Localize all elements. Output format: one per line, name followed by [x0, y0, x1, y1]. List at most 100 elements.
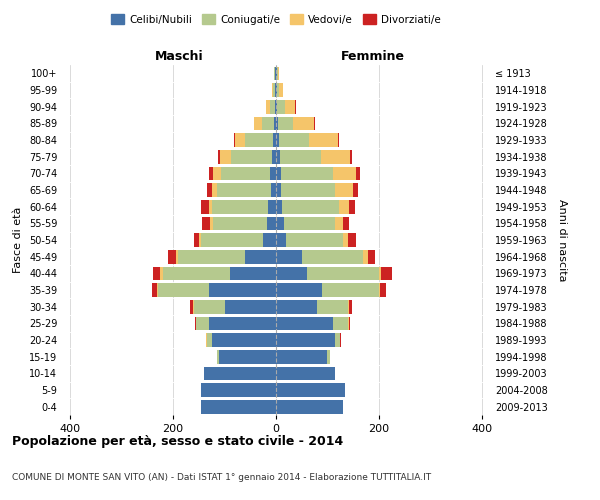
Bar — [276, 366, 335, 380]
Bar — [212, 200, 268, 213]
Bar — [152, 283, 157, 297]
Bar — [266, 100, 270, 114]
Bar — [276, 216, 284, 230]
Bar — [281, 183, 335, 197]
Bar — [202, 383, 276, 397]
Bar — [217, 350, 220, 364]
Bar — [276, 116, 278, 130]
Bar — [206, 333, 212, 347]
Bar — [286, 233, 343, 247]
Bar — [349, 200, 355, 213]
Bar — [276, 166, 281, 180]
Bar — [314, 116, 315, 130]
Bar — [276, 300, 317, 314]
Bar — [274, 66, 275, 80]
Bar — [196, 316, 209, 330]
Bar — [274, 83, 275, 97]
Bar — [350, 150, 352, 164]
Bar — [212, 183, 217, 197]
Bar — [263, 233, 276, 247]
Bar — [302, 250, 364, 264]
Bar — [276, 100, 277, 114]
Bar — [281, 166, 332, 180]
Bar — [262, 116, 274, 130]
Bar — [272, 83, 274, 97]
Text: Popolazione per età, sesso e stato civile - 2014: Popolazione per età, sesso e stato civil… — [12, 435, 343, 448]
Bar — [218, 150, 220, 164]
Bar — [364, 250, 368, 264]
Bar — [348, 300, 349, 314]
Bar — [199, 233, 202, 247]
Bar — [380, 283, 386, 297]
Bar — [270, 100, 275, 114]
Bar — [272, 150, 276, 164]
Bar — [274, 133, 276, 147]
Bar — [195, 316, 196, 330]
Bar — [282, 200, 339, 213]
Y-axis label: Fasce di età: Fasce di età — [13, 207, 23, 273]
Bar — [212, 333, 276, 347]
Bar — [322, 283, 379, 297]
Text: Maschi: Maschi — [154, 50, 203, 62]
Bar — [220, 350, 276, 364]
Bar — [231, 150, 272, 164]
Bar — [209, 283, 276, 297]
Bar — [276, 316, 332, 330]
Bar — [348, 233, 356, 247]
Bar — [193, 300, 194, 314]
Y-axis label: Anni di nascita: Anni di nascita — [557, 198, 567, 281]
Bar — [234, 133, 235, 147]
Bar — [202, 216, 210, 230]
Bar — [339, 200, 349, 213]
Bar — [268, 200, 276, 213]
Bar — [277, 66, 278, 80]
Bar — [194, 233, 199, 247]
Bar — [202, 200, 209, 213]
Bar — [224, 300, 276, 314]
Bar — [310, 133, 338, 147]
Bar — [335, 183, 353, 197]
Bar — [276, 383, 346, 397]
Bar — [152, 266, 160, 280]
Bar — [209, 316, 276, 330]
Bar — [271, 183, 276, 197]
Bar — [276, 233, 286, 247]
Bar — [235, 133, 245, 147]
Bar — [332, 166, 356, 180]
Bar — [343, 216, 349, 230]
Bar — [277, 83, 279, 97]
Bar — [276, 400, 343, 413]
Bar — [209, 166, 213, 180]
Legend: Celibi/Nubili, Coniugati/e, Vedovi/e, Divorziati/e: Celibi/Nubili, Coniugati/e, Vedovi/e, Di… — [107, 10, 445, 29]
Bar — [284, 216, 335, 230]
Bar — [254, 116, 262, 130]
Text: Femmine: Femmine — [341, 50, 405, 62]
Bar — [332, 316, 348, 330]
Bar — [267, 216, 276, 230]
Bar — [163, 266, 230, 280]
Bar — [276, 250, 302, 264]
Bar — [202, 400, 276, 413]
Bar — [160, 266, 163, 280]
Bar — [176, 250, 178, 264]
Bar — [202, 233, 263, 247]
Bar — [213, 166, 221, 180]
Bar — [356, 166, 360, 180]
Bar — [277, 100, 285, 114]
Bar — [279, 83, 283, 97]
Bar — [349, 316, 350, 330]
Bar — [210, 216, 213, 230]
Bar — [278, 116, 293, 130]
Bar — [335, 333, 340, 347]
Bar — [321, 150, 350, 164]
Bar — [379, 266, 382, 280]
Bar — [343, 233, 348, 247]
Bar — [278, 133, 310, 147]
Bar — [230, 266, 276, 280]
Bar — [157, 283, 158, 297]
Bar — [168, 250, 176, 264]
Bar — [178, 250, 245, 264]
Bar — [275, 100, 276, 114]
Bar — [213, 216, 267, 230]
Bar — [276, 333, 335, 347]
